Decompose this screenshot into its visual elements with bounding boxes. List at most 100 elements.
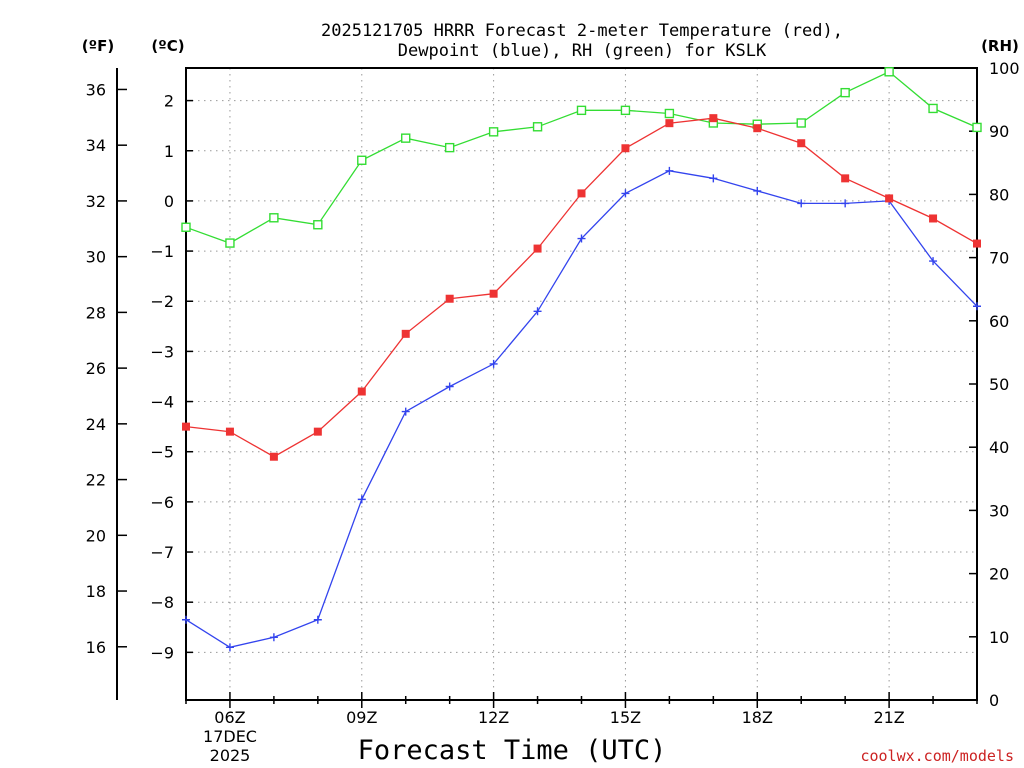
celsius-tick-label: 2 bbox=[164, 92, 174, 111]
dewpoint-point bbox=[709, 174, 718, 183]
celsius-tick-label: −4 bbox=[150, 393, 174, 412]
rh-tick-label: 20 bbox=[989, 565, 1009, 584]
rh-tick-label: 50 bbox=[989, 375, 1009, 394]
rh-point bbox=[401, 133, 411, 143]
rh-point bbox=[444, 142, 455, 153]
2-meter-temperature-point bbox=[445, 294, 454, 303]
dewpoint-point bbox=[753, 186, 762, 195]
rh-tick-label: 70 bbox=[989, 249, 1009, 268]
2-meter-temperature-point bbox=[357, 387, 366, 396]
rh-point bbox=[620, 105, 631, 116]
celsius-unit-label: (ºC) bbox=[151, 37, 184, 55]
dewpoint-point bbox=[401, 407, 410, 416]
fahrenheit-tick-label: 36 bbox=[86, 80, 106, 99]
rh-point bbox=[576, 105, 587, 116]
rh-tick-label: 60 bbox=[989, 312, 1009, 331]
fahrenheit-tick-label: 16 bbox=[86, 638, 106, 657]
fahrenheit-tick-label: 24 bbox=[86, 415, 106, 434]
dewpoint-point bbox=[797, 199, 806, 208]
celsius-tick-label: −2 bbox=[150, 292, 174, 311]
celsius-tick-label: −3 bbox=[150, 342, 174, 361]
dewpoint-point bbox=[313, 615, 322, 624]
2-meter-temperature-point bbox=[182, 422, 190, 431]
x-tick-label: 06Z bbox=[214, 708, 245, 727]
rh-tick-label: 30 bbox=[989, 501, 1009, 520]
dewpoint-point bbox=[533, 307, 542, 316]
2-meter-temperature-point bbox=[313, 427, 322, 436]
2-meter-temperature-point bbox=[929, 214, 938, 223]
rh-tick-label: 90 bbox=[989, 122, 1009, 141]
dewpoint-point bbox=[973, 302, 981, 311]
fahrenheit-tick-label: 22 bbox=[86, 471, 106, 490]
celsius-tick-label: −8 bbox=[150, 593, 174, 612]
fahrenheit-tick-label: 20 bbox=[86, 526, 106, 545]
rh-tick-label: 80 bbox=[989, 185, 1009, 204]
rh-tick-label: 0 bbox=[989, 691, 999, 710]
dewpoint-point bbox=[225, 643, 234, 652]
x-tick-label: 15Z bbox=[610, 708, 641, 727]
celsius-tick-label: 0 bbox=[164, 192, 174, 211]
fahrenheit-tick-label: 18 bbox=[86, 582, 106, 601]
rh-point bbox=[884, 67, 894, 77]
rh-point bbox=[488, 127, 499, 137]
x-tick-label: 09Z bbox=[346, 708, 377, 727]
2-meter-temperature-point bbox=[797, 139, 806, 148]
dewpoint-point bbox=[841, 199, 850, 208]
celsius-tick-label: −5 bbox=[150, 443, 174, 462]
rh-point bbox=[269, 213, 279, 223]
fahrenheit-tick-label: 34 bbox=[86, 136, 106, 155]
dewpoint-point bbox=[929, 257, 938, 266]
rh-unit-label: (RH) bbox=[981, 37, 1019, 55]
x-tick-label: 21Z bbox=[873, 708, 904, 727]
2-meter-temperature-point bbox=[621, 144, 630, 153]
celsius-tick-label: −9 bbox=[150, 643, 174, 662]
dewpoint-point bbox=[269, 633, 278, 642]
2-meter-temperature-point bbox=[489, 289, 498, 298]
fahrenheit-tick-label: 32 bbox=[86, 192, 106, 211]
dewpoint-point bbox=[665, 166, 674, 175]
2-meter-temperature-point bbox=[665, 119, 674, 128]
rh-tick-label: 40 bbox=[989, 438, 1009, 457]
x-tick-label: 18Z bbox=[742, 708, 773, 727]
2-meter-temperature-point bbox=[225, 427, 234, 436]
dewpoint-point bbox=[357, 495, 366, 504]
date-label-day: 17DEC bbox=[203, 727, 257, 746]
rh-point bbox=[972, 122, 982, 133]
rh-point bbox=[664, 108, 675, 119]
dewpoint-point bbox=[577, 234, 586, 243]
rh-tick-label: 10 bbox=[989, 628, 1009, 647]
credit-text: coolwx.com/models bbox=[860, 747, 1014, 765]
celsius-tick-label: 1 bbox=[164, 142, 174, 161]
2-meter-temperature-point bbox=[709, 114, 718, 123]
dewpoint-point bbox=[489, 359, 498, 368]
celsius-tick-label: −7 bbox=[150, 543, 174, 562]
rh-point bbox=[225, 238, 235, 248]
2-meter-temperature-point bbox=[753, 124, 762, 133]
chart-title-line-2: Dewpoint (blue), RH (green) for KSLK bbox=[398, 41, 767, 61]
2-meter-temperature-point bbox=[841, 174, 850, 183]
fahrenheit-tick-label: 26 bbox=[86, 359, 106, 378]
fahrenheit-tick-label: 28 bbox=[86, 303, 106, 322]
2-meter-temperature-point bbox=[401, 329, 410, 338]
x-axis-title: Forecast Time (UTC) bbox=[358, 735, 667, 766]
rh-point bbox=[796, 118, 806, 128]
celsius-tick-label: −6 bbox=[150, 493, 174, 512]
dewpoint-point bbox=[621, 189, 630, 198]
dewpoint-point bbox=[445, 382, 454, 391]
fahrenheit-unit-label: (ºF) bbox=[82, 37, 114, 55]
date-label-year: 2025 bbox=[210, 746, 251, 765]
rh-point bbox=[840, 87, 850, 98]
2-meter-temperature-point bbox=[885, 194, 894, 203]
2-meter-temperature-point bbox=[533, 244, 542, 253]
rh-point bbox=[357, 155, 367, 165]
fahrenheit-tick-label: 30 bbox=[86, 248, 106, 267]
data-series bbox=[181, 67, 982, 652]
x-tick-label: 12Z bbox=[478, 708, 509, 727]
2-meter-temperature-point bbox=[577, 189, 586, 198]
chart-title-line-1: 2025121705 HRRR Forecast 2-meter Tempera… bbox=[321, 21, 843, 41]
rh-point bbox=[181, 222, 191, 232]
2-meter-temperature-point bbox=[269, 452, 278, 461]
